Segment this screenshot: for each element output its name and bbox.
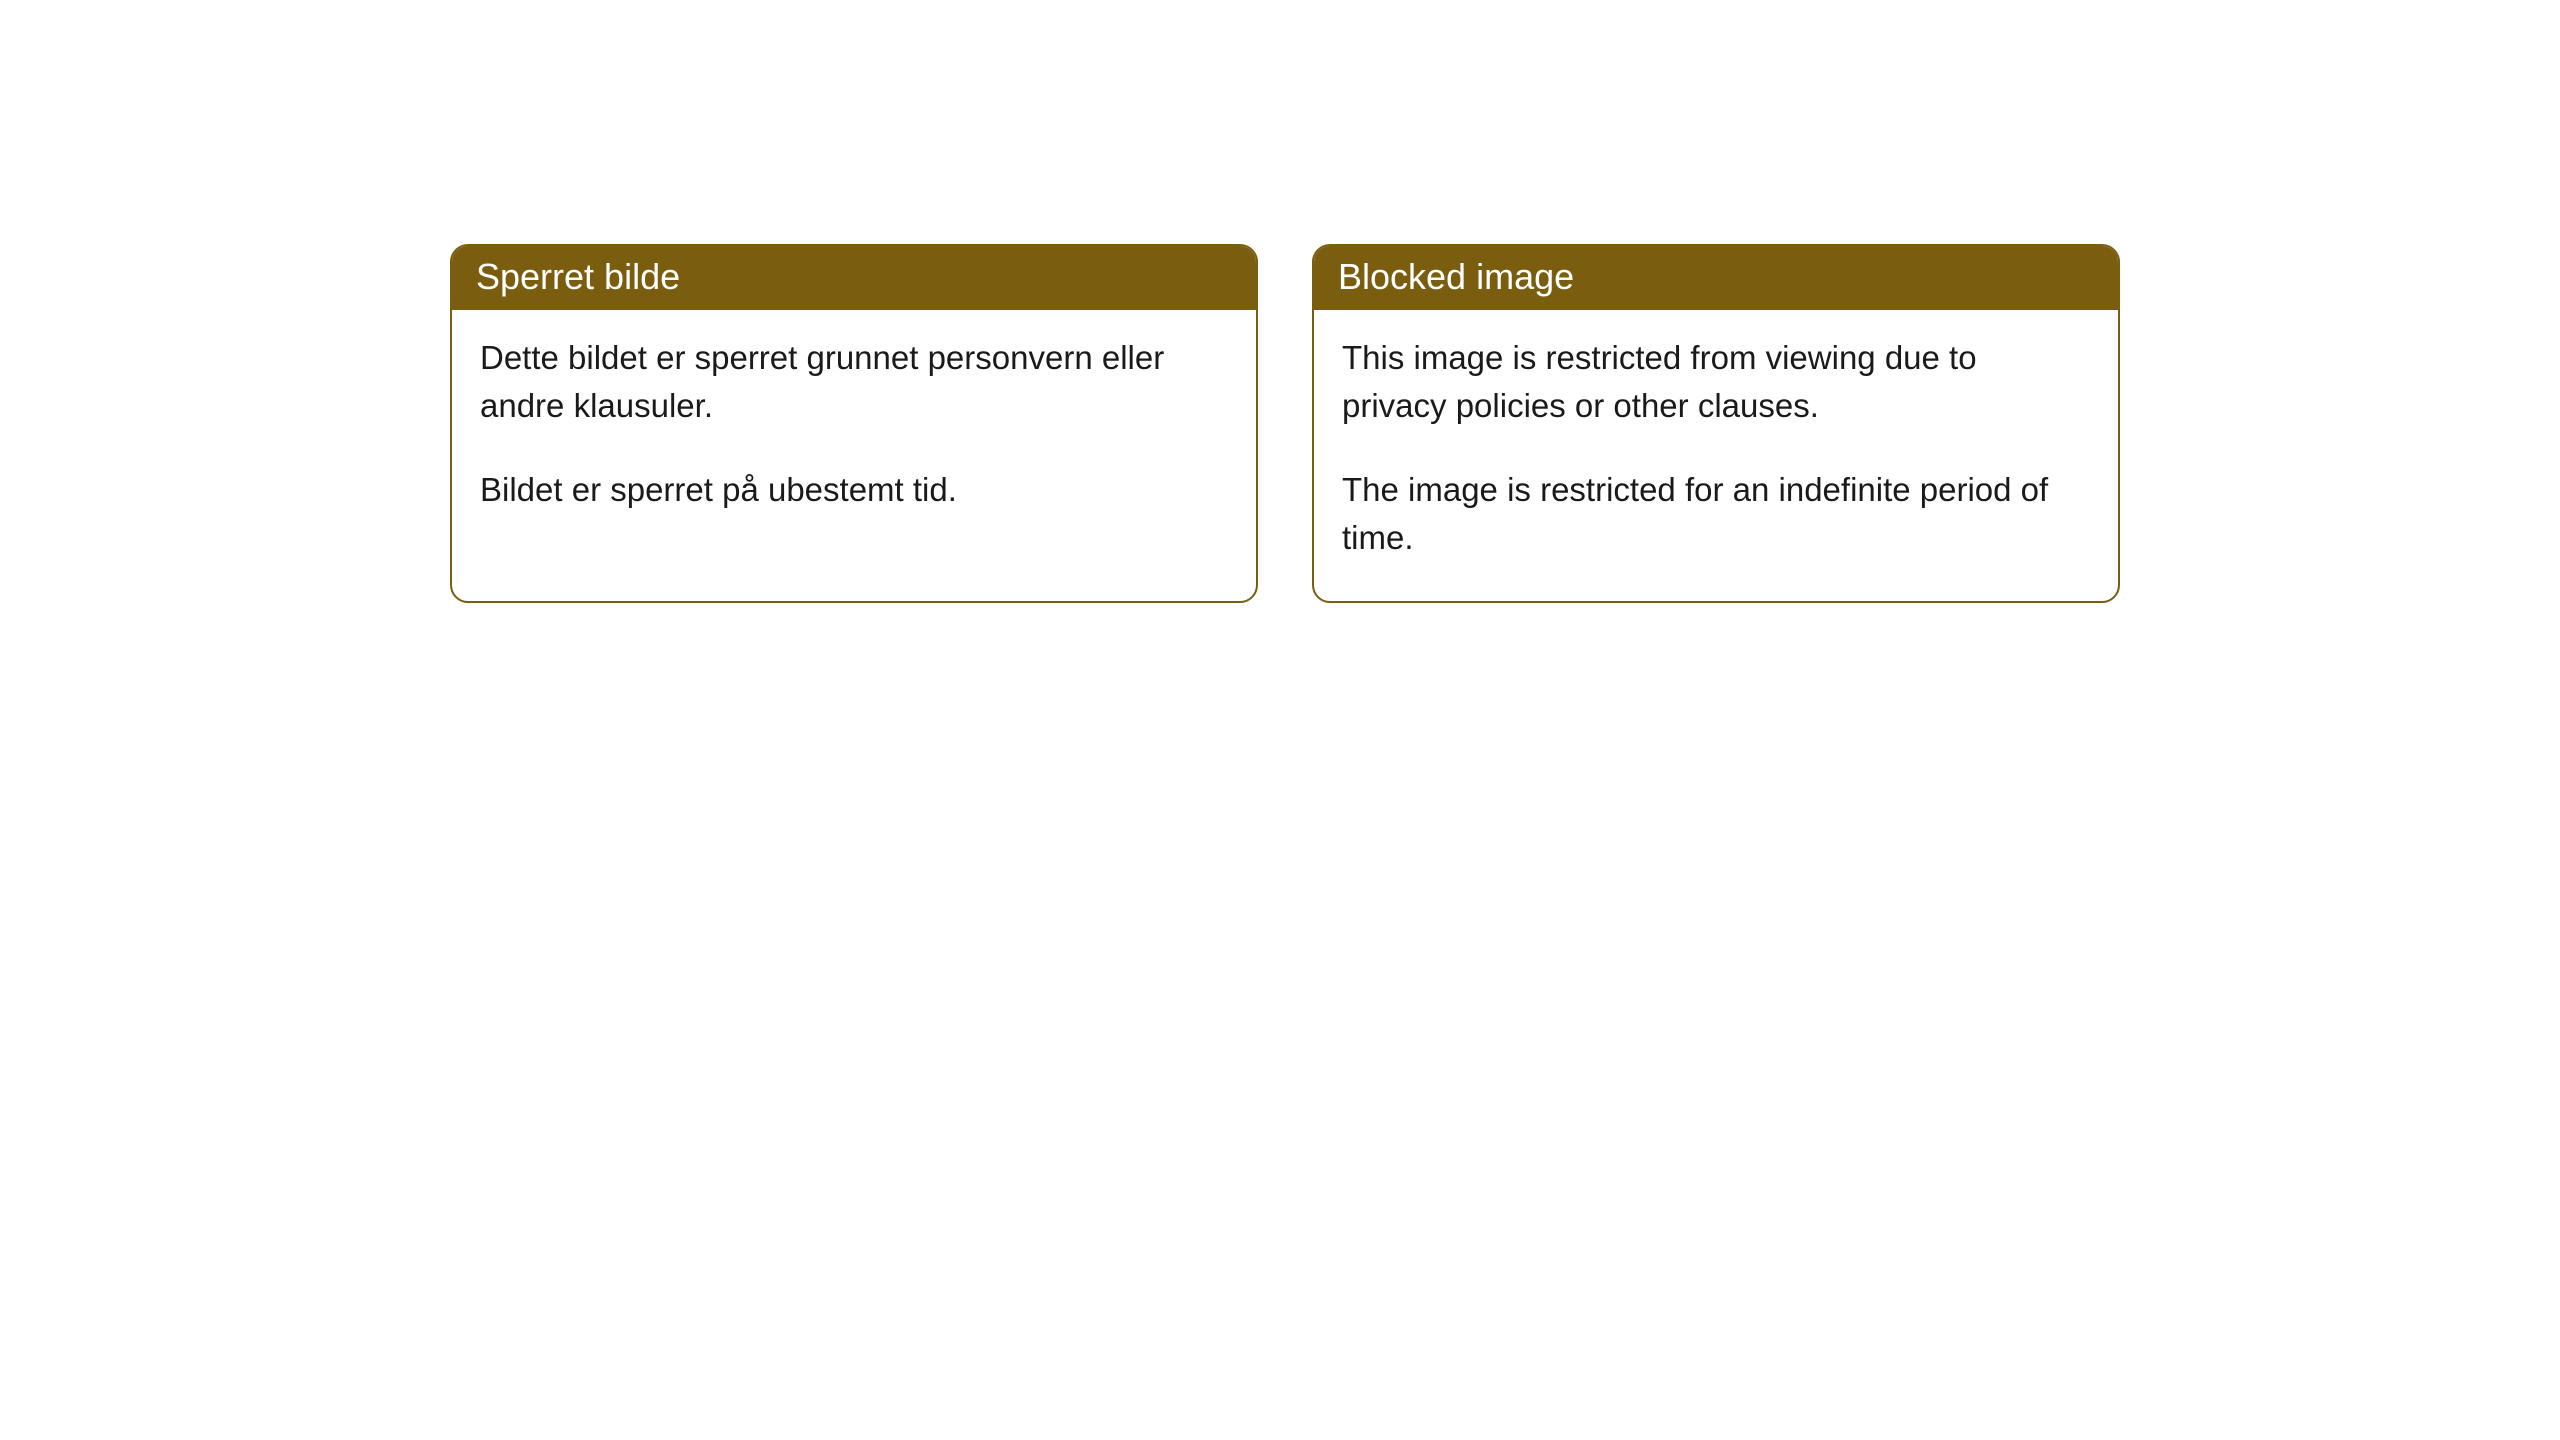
card-header: Sperret bilde: [452, 246, 1256, 310]
cards-container: Sperret bilde Dette bildet er sperret gr…: [0, 0, 2560, 603]
card-header: Blocked image: [1314, 246, 2118, 310]
card-body: This image is restricted from viewing du…: [1314, 310, 2118, 601]
card-english: Blocked image This image is restricted f…: [1312, 244, 2120, 603]
card-title: Sperret bilde: [476, 256, 680, 297]
card-paragraph-2: The image is restricted for an indefinit…: [1342, 466, 2090, 562]
card-norwegian: Sperret bilde Dette bildet er sperret gr…: [450, 244, 1258, 603]
card-body: Dette bildet er sperret grunnet personve…: [452, 310, 1256, 554]
card-paragraph-2: Bildet er sperret på ubestemt tid.: [480, 466, 1228, 514]
card-title: Blocked image: [1338, 256, 1574, 297]
card-paragraph-1: Dette bildet er sperret grunnet personve…: [480, 334, 1228, 430]
card-paragraph-1: This image is restricted from viewing du…: [1342, 334, 2090, 430]
